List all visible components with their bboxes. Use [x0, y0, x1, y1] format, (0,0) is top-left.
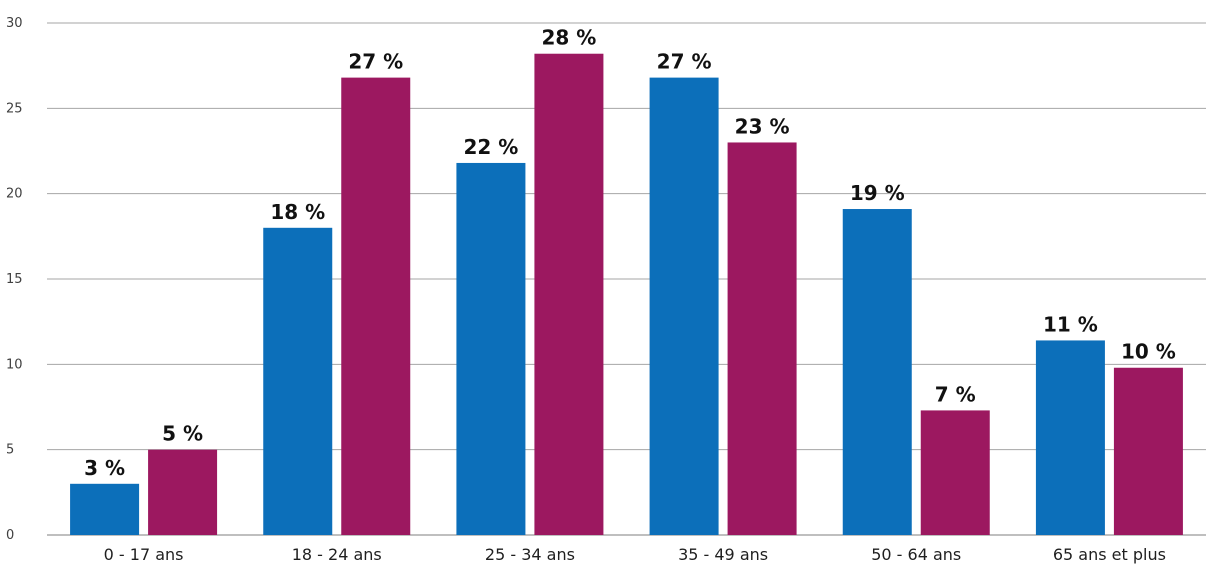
y-tick-label-25: 25: [6, 101, 23, 116]
y-tick-label-20: 20: [6, 187, 23, 202]
x-tick-label-0: 0 - 17 ans: [104, 545, 184, 564]
bar-series1-3: [649, 77, 719, 535]
data-label-series1-1: 18 %: [270, 200, 325, 224]
y-tick-label-30: 30: [6, 16, 23, 31]
bar-series2-3: [727, 142, 797, 535]
bar-series2-5: [1113, 367, 1183, 535]
bar-series2-4: [920, 410, 990, 535]
data-label-series1-3: 27 %: [657, 50, 712, 74]
data-label-series1-2: 22 %: [463, 135, 518, 159]
y-tick-label-5: 5: [6, 443, 14, 458]
bar-series2-0: [148, 449, 218, 535]
bar-series2-2: [534, 53, 604, 535]
bar-series2-1: [341, 77, 411, 535]
x-tick-label-2: 25 - 34 ans: [485, 545, 575, 564]
x-tick-label-4: 50 - 64 ans: [871, 545, 961, 564]
data-label-series1-5: 11 %: [1043, 312, 1098, 336]
data-label-series2-3: 23 %: [735, 114, 790, 138]
y-axis-ticks: 0 5 10 15 20 25 30: [6, 16, 23, 543]
bar-series1-2: [456, 162, 526, 536]
x-tick-label-1: 18 - 24 ans: [292, 545, 382, 564]
data-label-series2-1: 27 %: [348, 50, 403, 74]
data-label-series2-2: 28 %: [541, 26, 596, 50]
bar-series1-5: [1035, 340, 1105, 535]
x-axis-ticks: 0 - 17 ans 18 - 24 ans 25 - 34 ans 35 - 49 …: [104, 545, 1166, 564]
data-labels: 3 % 5 % 18 % 27 % 22 % 28 % 27 % 23 % 19 % 7 % 11 …: [84, 26, 1176, 480]
y-tick-label-15: 15: [6, 272, 23, 287]
data-label-series2-0: 5 %: [162, 422, 203, 446]
bar-series1-1: [263, 227, 333, 536]
bars: [70, 53, 1183, 536]
bar-series1-4: [842, 209, 912, 535]
data-label-series2-4: 7 %: [935, 382, 976, 406]
gridlines: [47, 22, 1206, 536]
data-label-series1-0: 3 %: [84, 456, 125, 480]
bar-series1-0: [70, 483, 140, 535]
x-tick-label-5: 65 ans et plus: [1053, 545, 1166, 564]
data-label-series1-4: 19 %: [850, 181, 905, 205]
x-tick-label-3: 35 - 49 ans: [678, 545, 768, 564]
data-label-series2-5: 10 %: [1121, 340, 1176, 364]
y-tick-label-0: 0: [6, 528, 14, 543]
y-tick-label-10: 10: [6, 357, 23, 372]
